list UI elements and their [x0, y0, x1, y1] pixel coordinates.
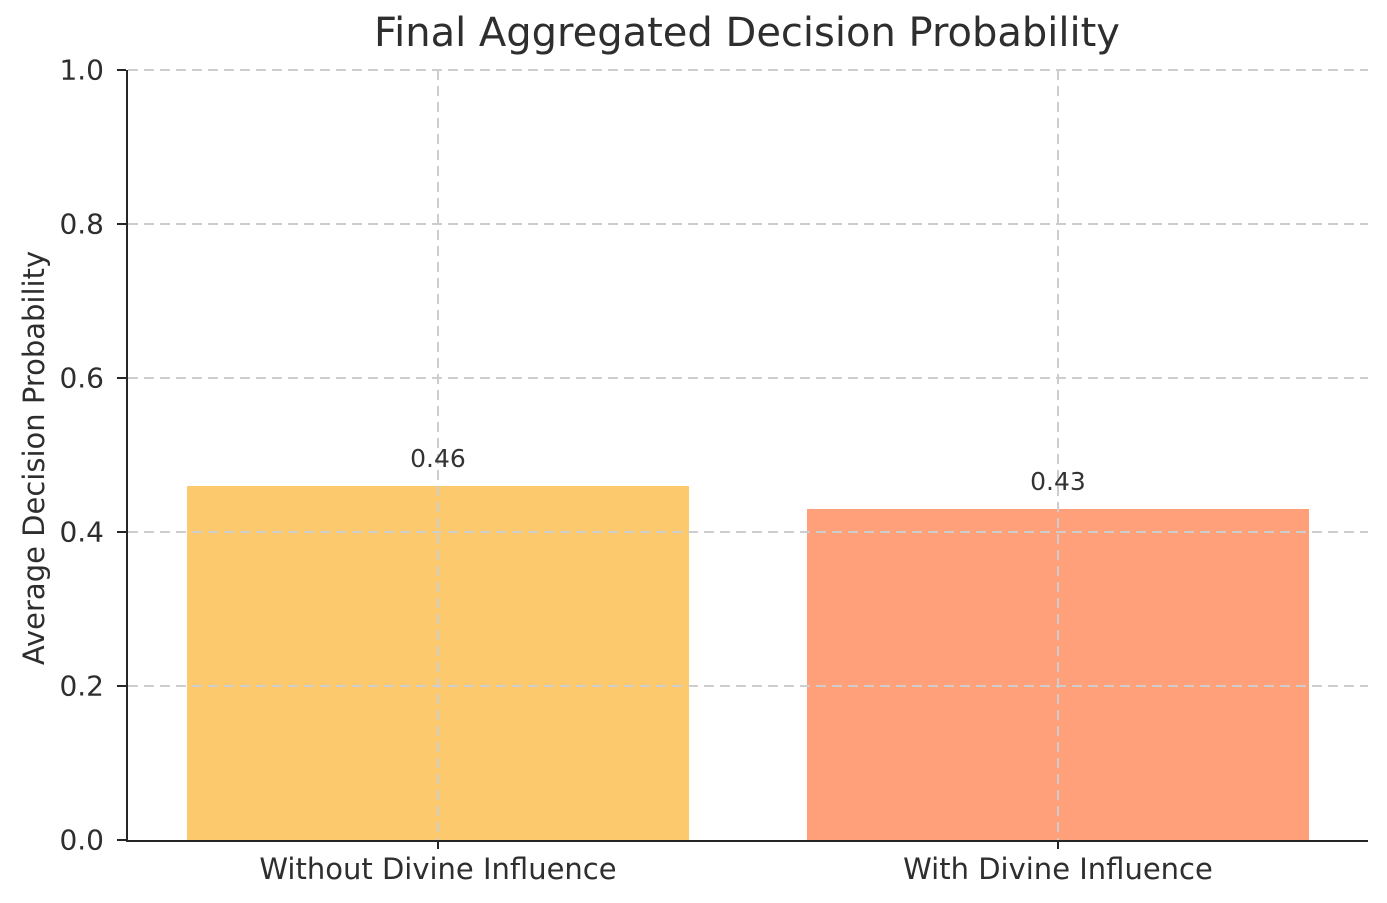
gridline-horizontal: [128, 531, 1368, 533]
y-tick-mark: [117, 685, 126, 687]
gridline-horizontal: [128, 377, 1368, 379]
x-tick-label-without-divine-influence: Without Divine Influence: [259, 852, 617, 886]
y-tick-label: 1.0: [59, 53, 104, 87]
gridline-horizontal: [128, 69, 1368, 71]
y-tick-mark: [117, 69, 126, 71]
y-tick-label: 0.4: [59, 515, 104, 549]
y-tick-mark: [117, 377, 126, 379]
gridline-vertical: [1057, 70, 1059, 840]
bar-value-label-without-divine-influence: 0.46: [410, 443, 466, 473]
x-tick-label-with-divine-influence: With Divine Influence: [903, 852, 1213, 886]
y-tick-label: 0.0: [59, 823, 104, 857]
x-tick-mark: [1057, 840, 1059, 849]
y-tick-label: 0.6: [59, 361, 104, 395]
gridline-vertical: [437, 70, 439, 840]
chart-title: Final Aggregated Decision Probability: [374, 10, 1120, 56]
y-tick-label: 0.8: [59, 207, 104, 241]
y-tick-mark: [117, 839, 126, 841]
y-tick-mark: [117, 223, 126, 225]
x-tick-mark: [437, 840, 439, 849]
bar-value-label-with-divine-influence: 0.43: [1030, 466, 1086, 496]
y-axis-label: Average Decision Probability: [17, 250, 51, 666]
y-tick-mark: [117, 531, 126, 533]
y-tick-label: 0.2: [59, 669, 104, 703]
plot-area: [126, 69, 1368, 842]
gridline-horizontal: [128, 223, 1368, 225]
gridline-horizontal: [128, 685, 1368, 687]
